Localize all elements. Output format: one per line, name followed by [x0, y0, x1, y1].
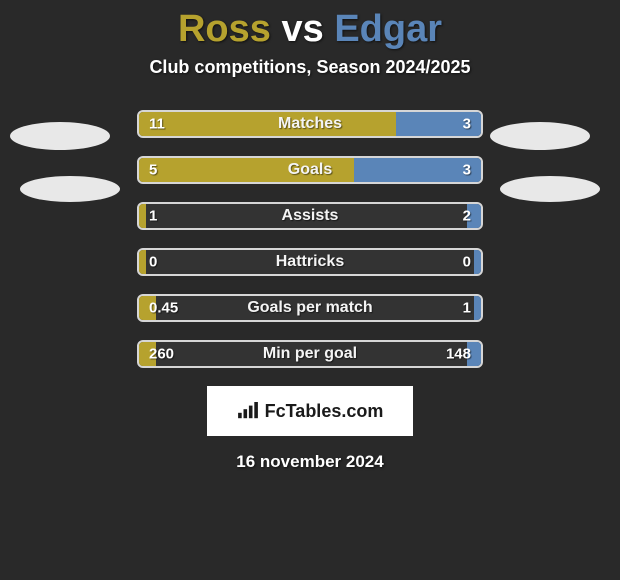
- stat-label: Assists: [139, 207, 481, 225]
- player2-photo-placeholder-bottom: [500, 176, 600, 202]
- player1-photo-placeholder-top: [10, 122, 110, 150]
- player1-photo-placeholder-bottom: [20, 176, 120, 202]
- stat-row: 113Matches: [137, 110, 483, 138]
- brand-badge: FcTables.com: [207, 386, 413, 436]
- stat-label: Goals per match: [139, 299, 481, 317]
- stat-row: 12Assists: [137, 202, 483, 230]
- stat-row: 260148Min per goal: [137, 340, 483, 368]
- stat-row: 00Hattricks: [137, 248, 483, 276]
- stat-label: Goals: [139, 161, 481, 179]
- subtitle: Club competitions, Season 2024/2025: [0, 57, 620, 78]
- date-text: 16 november 2024: [0, 452, 620, 472]
- player1-name: Ross: [178, 8, 271, 50]
- stat-label: Hattricks: [139, 253, 481, 271]
- vs-text: vs: [281, 8, 323, 50]
- player2-photo-placeholder-top: [490, 122, 590, 150]
- stat-label: Min per goal: [139, 345, 481, 363]
- bar-chart-icon: [237, 402, 259, 420]
- brand-text: FcTables.com: [265, 401, 384, 422]
- stat-row: 53Goals: [137, 156, 483, 184]
- stat-label: Matches: [139, 115, 481, 133]
- stat-row: 0.451Goals per match: [137, 294, 483, 322]
- page-title: Ross vs Edgar: [0, 0, 620, 51]
- player2-name: Edgar: [334, 8, 442, 50]
